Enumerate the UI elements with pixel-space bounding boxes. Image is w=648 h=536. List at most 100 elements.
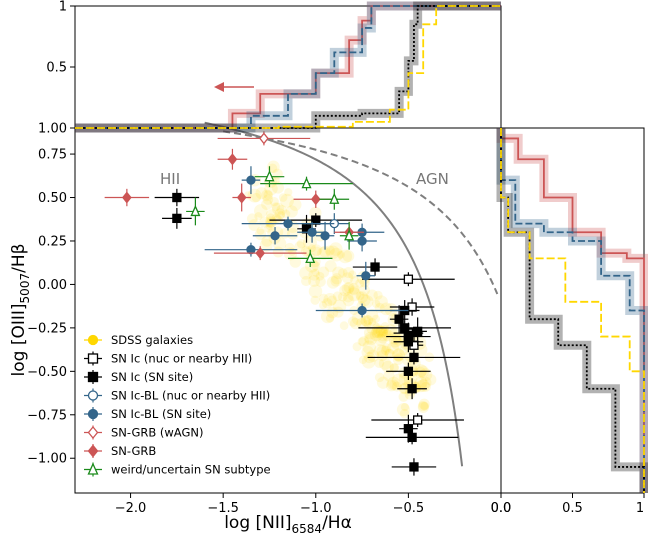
sdss-point [272,246,284,258]
sdss-point [342,250,355,262]
x-tick-label: −0.5 [393,501,425,516]
sdss-point [289,256,302,268]
sdss-point [315,271,325,281]
point-sn-ic-sn-site- [407,384,417,394]
sdss-point [347,316,359,327]
sdss-point [417,401,429,414]
sdss-point [310,295,320,305]
sdss-point [357,337,367,347]
sdss-point [376,349,388,362]
point-weird-uncertain-sn-subtype [329,192,340,204]
right-cdf-tick-label: 1 [636,501,644,516]
legend-marker [87,408,99,420]
point-weird-uncertain-sn-subtype [305,251,316,264]
sdss-point [308,284,323,299]
sdss-point [296,239,307,249]
sdss-point [381,329,394,342]
sdss-point [342,292,354,303]
data-points [104,131,464,476]
sdss-point [324,245,335,256]
sdss-point [332,306,344,318]
sdss-point [360,315,371,327]
sdss-point [371,299,381,308]
sdss-point [373,325,386,338]
x-tick-label: 0.0 [491,501,512,516]
right-cdf-sn-grb [500,128,645,493]
sdss-point [385,348,395,359]
point-sn-grb [310,193,321,206]
sdss-point [384,303,398,316]
sdss-point [362,340,377,355]
sdss-point [339,284,351,297]
sdss-point [281,209,291,219]
y-tick-label: −0.25 [27,321,67,336]
sdss-point [378,357,392,370]
right-cdf-lines [496,128,648,493]
sdss-point [270,176,280,185]
sdss-point [419,376,432,389]
sdss-point [265,218,275,228]
top-cdf-tick-label: 0.5 [46,61,67,76]
legend-marker [87,371,99,383]
point-sn-ic-bl-sn-site- [270,231,280,241]
sdss-point [336,250,345,259]
point-sn-ic-sn-site- [409,352,419,363]
y-tick-label: −1.00 [27,452,67,467]
x-tick-label: −1.0 [300,501,332,516]
point-sn-ic-sn-site- [403,424,414,434]
sdss-point [259,216,271,228]
sdss-point [366,309,379,322]
sdss-point [280,193,295,208]
sdss-point [350,275,359,285]
sdss-point [338,268,348,278]
sdss-point [348,283,360,295]
sdss-point [414,366,427,379]
point-sn-ic-bl-sn-site- [357,236,367,246]
point-sn-ic-sn-site- [400,323,410,333]
legend-marker [87,462,99,475]
sdss-point [381,343,392,353]
point-weird-uncertain-sn-subtype [190,204,201,217]
sdss-point [321,298,333,309]
sdss-point [357,293,371,307]
sdss-point [332,299,347,313]
cdf-band [496,128,648,493]
sdss-point [310,261,321,271]
x-axis-label: log [NII]6584/Hα [224,513,352,536]
sdss-point [348,270,357,280]
sdss-point [373,344,388,358]
sdss-point [315,276,326,287]
sdss-point [380,322,390,332]
point-sn-grb [236,191,247,204]
sdss-point [331,273,343,285]
point-sn-grb-wagn- [259,132,269,145]
sdss-point [267,163,278,173]
sdss-point [420,401,430,411]
sdss-point [363,326,377,340]
sdss-point [254,228,267,241]
sdss-point [263,190,273,200]
legend-label: SN-GRB [111,444,156,458]
point-sn-ic-bl-sn-site- [320,231,330,241]
top-cdf-sn-ic [75,5,501,129]
point-sn-ic-nuc-or-nearby-hii- [413,415,423,425]
sdss-point [262,194,274,205]
y-tick-label: 0.75 [38,148,67,163]
y-tick-label: 0.50 [38,191,67,206]
demarcation-curves [204,121,499,467]
sdss-point [317,246,331,260]
sdss-point [264,216,277,229]
sdss-point [251,192,261,203]
sdss-point [325,314,335,323]
point-sn-ic-bl-sn-site- [357,305,367,316]
legend-marker [87,334,99,346]
point-sn-ic-sn-site- [403,366,414,376]
sdss-point [301,275,312,287]
sdss-point [326,276,340,289]
sdss-point [361,345,375,359]
sdss-point [271,213,282,224]
kewley-curve [223,130,499,295]
region-label-hii: HII [160,170,180,188]
point-sn-ic-bl-sn-site- [246,245,256,255]
right-cdf-sn-ic [500,128,645,493]
